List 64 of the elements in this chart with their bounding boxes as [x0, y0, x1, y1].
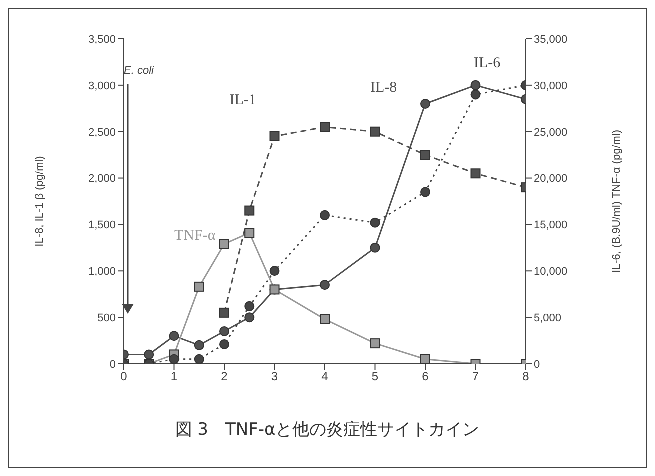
y2-tick-label: 10,000: [534, 266, 568, 278]
point: [194, 354, 204, 364]
point: [470, 168, 481, 179]
point: [470, 90, 481, 100]
point: [144, 350, 154, 360]
point: [370, 338, 380, 349]
y-tick-label: 1,500: [88, 220, 116, 232]
x-tick-label: 6: [422, 370, 430, 384]
point: [270, 266, 280, 276]
y2-tick-label: 35,000: [534, 34, 568, 46]
x-tick-label: 5: [372, 370, 379, 384]
y2-tick-label: 0: [534, 358, 540, 371]
annotation: E. coli: [124, 65, 155, 77]
y-tick-label: 3,500: [88, 34, 116, 46]
series-label: IL-8: [370, 80, 398, 96]
point: [244, 301, 255, 312]
y2-tick-label: 5,000: [534, 312, 562, 324]
point: [320, 314, 330, 324]
text: 図 3 TNF-αと他の炎症性サイトカイン: [174, 419, 481, 441]
point: [169, 354, 180, 364]
point: [420, 99, 430, 109]
y-tick-label: 500: [98, 312, 116, 324]
point: [220, 239, 230, 250]
y2-tick-label: 30,000: [534, 80, 568, 92]
y2-tick-label: 15,000: [534, 220, 568, 232]
y-tick-label: 2,500: [88, 126, 116, 139]
point: [220, 326, 230, 336]
point: [470, 80, 481, 90]
series-label: IL-1: [230, 92, 256, 108]
point: [320, 210, 330, 220]
x-tick-label: 2: [221, 370, 228, 384]
x-tick-label: 3: [271, 370, 278, 384]
point: [220, 308, 230, 318]
point: [370, 242, 380, 253]
series-label: IL-6: [474, 55, 502, 72]
x-tick-label: 1: [170, 370, 178, 384]
point: [194, 282, 204, 292]
x-tick-label: 0: [120, 370, 128, 384]
y2-tick-label: 20,000: [534, 173, 568, 186]
point: [194, 340, 204, 350]
y-axis-title: IL-8, IL-1 β (pg/ml): [34, 156, 46, 247]
point: [169, 331, 180, 342]
y-tick-label: 2,000: [88, 173, 116, 186]
x-tick-label: 4: [322, 370, 329, 384]
point: [420, 150, 430, 160]
y-tick-label: 0: [110, 358, 116, 371]
y-tick-label: 3,000: [88, 80, 116, 92]
point: [370, 126, 380, 137]
point: [320, 280, 330, 290]
point: [370, 218, 380, 228]
series-label: TNF-α: [174, 228, 216, 244]
y2-axis-title: IL-6, (B.9U/ml) TNF-α (pg/ml): [610, 130, 623, 274]
y-tick-label: 1,000: [88, 266, 116, 278]
point: [244, 228, 255, 238]
x-tick-label: 7: [472, 370, 480, 384]
y2-tick-label: 25,000: [534, 126, 568, 139]
point: [220, 340, 230, 350]
point: [244, 206, 255, 216]
point: [420, 187, 430, 198]
x-tick-label: 8: [522, 370, 530, 384]
point: [320, 122, 330, 132]
point: [270, 132, 280, 142]
point: [244, 312, 255, 323]
point: [420, 354, 430, 364]
